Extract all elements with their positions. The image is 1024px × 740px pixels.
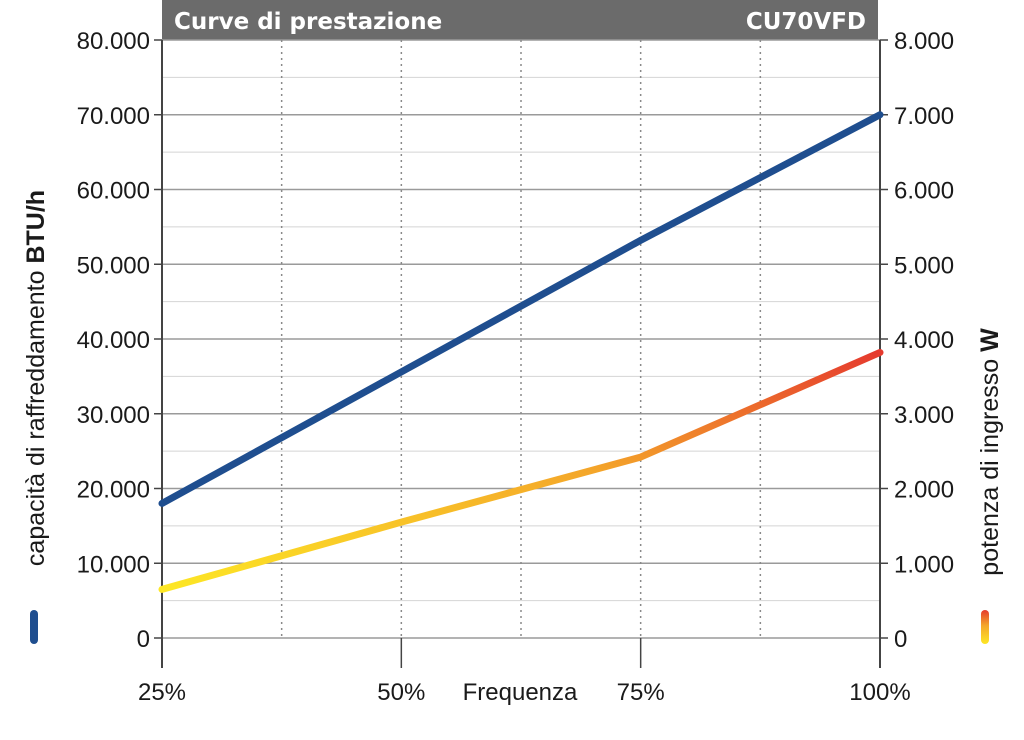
- y-right-tick-label: 4.000: [894, 327, 954, 354]
- svg-text:potenza di ingresso W: potenza di ingresso W: [976, 328, 1004, 576]
- legend-power-swatch: [981, 610, 989, 644]
- y-left-tick-label: 30.000: [77, 402, 150, 429]
- left-axis-label: capacità di raffreddamento: [22, 271, 50, 567]
- x-tick-label: 50%: [377, 679, 425, 706]
- right-axis-label: potenza di ingresso: [976, 359, 1004, 576]
- y-left-tick-label: 10.000: [77, 551, 150, 578]
- capacity-line: [158, 111, 884, 507]
- left-axis-title: capacità di raffreddamento BTU/h: [22, 190, 50, 566]
- grid-lines: [162, 39, 880, 639]
- y-left-tick-label: 40.000: [77, 327, 150, 354]
- tick-labels: 25% 50% 75% 100% 0 10.000 20.000 30.000 40.000 50…: [77, 28, 954, 706]
- y-left-tick-label: 60.000: [77, 178, 150, 205]
- x-axis-label: Frequenza: [463, 679, 578, 706]
- y-right-tick-label: 8.000: [894, 28, 954, 55]
- left-axis-unit: BTU/h: [22, 190, 50, 264]
- right-axis-title: potenza di ingresso W: [976, 328, 1004, 576]
- chart-title: Curve di prestazione: [174, 9, 442, 35]
- x-tick-label: 100%: [849, 679, 910, 706]
- y-left-tick-label: 20.000: [77, 477, 150, 504]
- y-right-tick-label: 6.000: [894, 178, 954, 205]
- y-right-tick-label: 0: [894, 626, 907, 653]
- y-right-tick-label: 3.000: [894, 402, 954, 429]
- legend-capacity-swatch: [30, 610, 38, 644]
- series-lines: [158, 111, 884, 593]
- x-tick-label: 25%: [138, 679, 186, 706]
- y-right-tick-label: 7.000: [894, 103, 954, 130]
- x-tick-label: 75%: [617, 679, 665, 706]
- y-right-tick-label: 5.000: [894, 252, 954, 279]
- power-line: [158, 348, 884, 593]
- y-right-tick-label: 2.000: [894, 477, 954, 504]
- chart-header-bar: [162, 0, 878, 40]
- y-left-tick-label: 50.000: [77, 252, 150, 279]
- y-right-tick-label: 1.000: [894, 551, 954, 578]
- y-left-tick-label: 0: [137, 626, 150, 653]
- chart-model: CU70VFD: [746, 9, 866, 35]
- y-left-tick-label: 70.000: [77, 103, 150, 130]
- right-axis-unit: W: [976, 328, 1004, 352]
- svg-text:capacità di raffreddamento BTU: capacità di raffreddamento BTU/h: [22, 190, 50, 566]
- y-left-tick-label: 80.000: [77, 28, 150, 55]
